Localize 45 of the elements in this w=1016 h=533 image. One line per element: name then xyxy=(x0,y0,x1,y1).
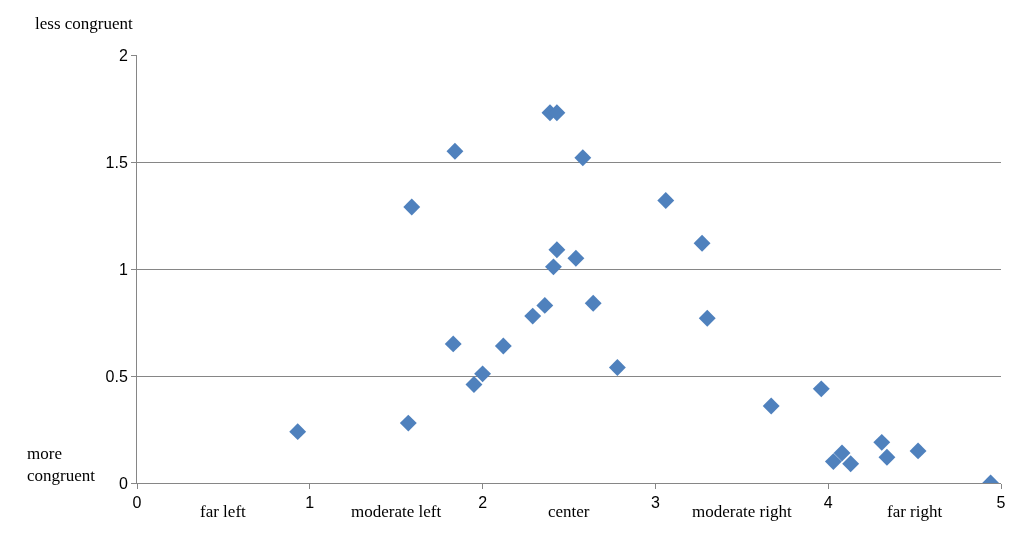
x-tick-label: 4 xyxy=(823,494,833,512)
text: moderate right xyxy=(692,502,792,521)
point xyxy=(465,376,483,394)
point xyxy=(762,397,780,415)
point xyxy=(824,453,842,471)
point xyxy=(693,234,711,252)
point xyxy=(608,358,626,376)
point xyxy=(873,433,891,451)
point xyxy=(289,423,307,441)
y-tick-label: 0 xyxy=(118,474,128,492)
text: center xyxy=(548,502,590,521)
text: far right xyxy=(887,502,943,521)
y-tick-label: 1 xyxy=(118,260,128,278)
point xyxy=(444,335,462,353)
point xyxy=(545,258,562,276)
point xyxy=(399,414,417,432)
point xyxy=(584,294,602,312)
point xyxy=(524,307,542,325)
y-tick-label: 0.5 xyxy=(105,367,128,385)
point xyxy=(842,455,860,473)
point xyxy=(446,142,464,160)
x-tick-label: 5 xyxy=(996,494,1006,512)
text: far left xyxy=(200,502,247,521)
point xyxy=(812,380,830,398)
point xyxy=(536,296,554,314)
x-tick-label: 1 xyxy=(305,494,315,512)
x-tick-label: 2 xyxy=(478,494,488,512)
point xyxy=(909,442,927,460)
x-tick-label: 0 xyxy=(132,494,142,512)
point xyxy=(567,249,585,267)
point xyxy=(548,241,566,259)
text: more congruent xyxy=(27,444,96,486)
point xyxy=(657,192,675,209)
point xyxy=(698,309,716,327)
x-tick-label: 3 xyxy=(650,494,660,512)
point xyxy=(878,448,896,466)
point xyxy=(494,337,512,355)
point xyxy=(833,444,851,462)
point xyxy=(574,149,592,167)
y-tick-label: 1.5 xyxy=(105,153,128,171)
text: moderate left xyxy=(351,502,442,521)
y-tick-label: 2 xyxy=(118,46,128,64)
text: less congruent xyxy=(35,14,133,33)
point xyxy=(474,365,492,383)
point xyxy=(403,198,421,216)
